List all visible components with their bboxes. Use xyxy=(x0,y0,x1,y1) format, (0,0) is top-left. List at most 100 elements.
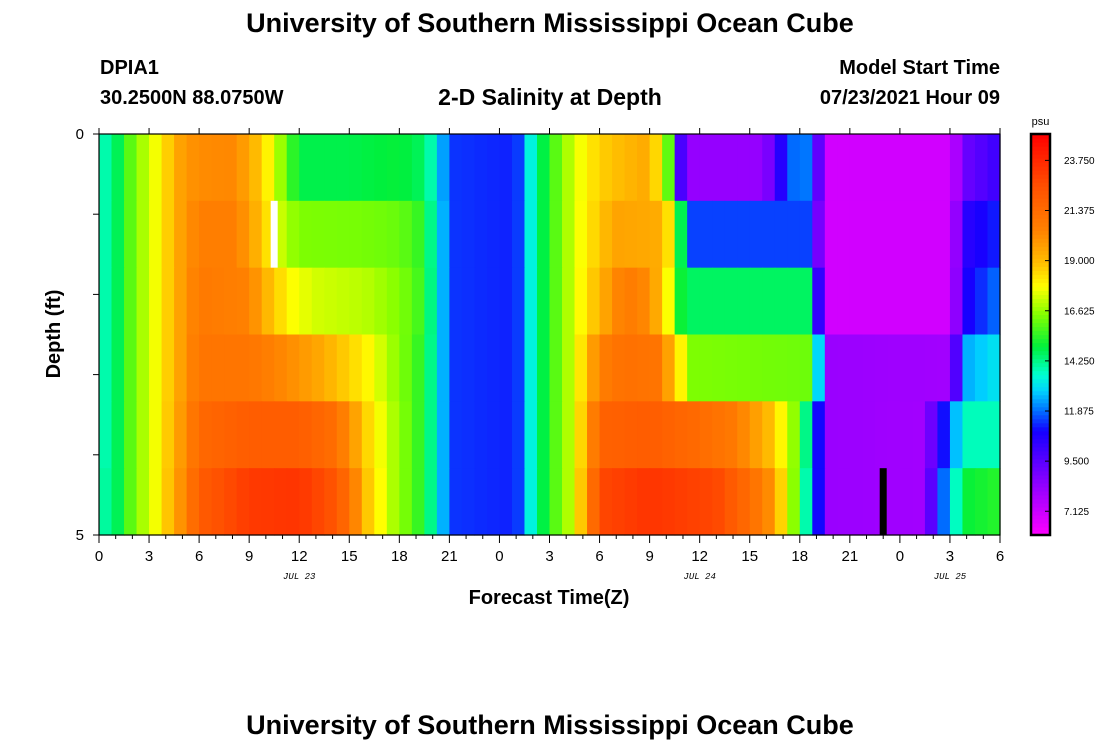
heatmap-cell xyxy=(124,134,138,202)
heatmap-cell xyxy=(899,200,913,269)
heatmap-cell xyxy=(812,134,826,202)
colorbar-segment xyxy=(1031,294,1050,300)
heatmap-cell xyxy=(662,401,676,469)
heatmap-cell xyxy=(974,468,989,536)
heatmap-cell xyxy=(787,334,801,402)
colorbar-segment xyxy=(1031,430,1050,436)
colorbar-segment xyxy=(1031,250,1050,255)
heatmap-cell xyxy=(274,267,288,336)
heatmap-cell xyxy=(136,401,150,469)
model-start-time: 07/23/2021 Hour 09 xyxy=(819,87,1000,109)
heatmap-cell xyxy=(124,468,138,536)
colorbar-segment xyxy=(1031,390,1050,396)
heatmap-cell xyxy=(962,134,976,202)
heatmap-cell xyxy=(937,334,951,402)
heatmap-cell xyxy=(712,334,726,402)
heatmap-cell xyxy=(974,134,989,202)
heatmap-cell xyxy=(799,200,813,269)
date-label: JUL 25 xyxy=(934,572,967,582)
colorbar-segment xyxy=(1031,298,1050,304)
heatmap-cell xyxy=(361,334,375,402)
heatmap-cell xyxy=(762,267,776,336)
heatmap-cell xyxy=(224,334,238,402)
heatmap-cell xyxy=(236,200,250,269)
heatmap-cell xyxy=(336,334,350,402)
heatmap-cell xyxy=(987,401,1001,469)
heatmap-cell xyxy=(912,267,926,336)
heatmap-cell xyxy=(662,468,676,536)
heatmap-cell xyxy=(424,200,438,269)
colorbar-segment xyxy=(1031,262,1050,267)
heatmap-cell xyxy=(587,334,601,402)
colorbar-segment xyxy=(1031,386,1050,392)
heatmap-cell xyxy=(386,200,400,269)
heatmap-cell xyxy=(149,401,163,469)
heatmap-cells xyxy=(99,134,1001,536)
heatmap-cell xyxy=(461,468,476,536)
heatmap-cell xyxy=(199,134,213,202)
heatmap-cell xyxy=(224,468,238,536)
colorbar-segment xyxy=(1031,530,1050,536)
heatmap-cell xyxy=(286,468,300,536)
heatmap-cell xyxy=(974,200,989,269)
heatmap-cell xyxy=(536,468,551,536)
date-label: JUL 23 xyxy=(283,572,316,582)
colorbar-segment xyxy=(1031,194,1050,199)
colorbar-segment xyxy=(1031,222,1050,227)
colorbar-segment xyxy=(1031,402,1050,408)
heatmap-cell xyxy=(174,200,188,269)
heatmap-cell xyxy=(436,468,450,536)
heatmap-cell xyxy=(624,267,638,336)
heatmap-cell xyxy=(324,200,338,269)
colorbar-segment xyxy=(1031,278,1050,283)
heatmap-cell xyxy=(399,267,413,336)
colorbar-segment xyxy=(1031,270,1050,275)
heatmap-cell xyxy=(912,401,926,469)
heatmap-cell xyxy=(699,334,713,402)
heatmap-cell xyxy=(912,468,926,536)
heatmap-cell xyxy=(662,200,676,269)
heatmap-cell xyxy=(374,134,388,202)
heatmap-cell xyxy=(386,267,400,336)
heatmap-cell xyxy=(899,334,913,402)
heatmap-cell xyxy=(837,200,851,269)
heatmap-cell xyxy=(699,134,713,202)
heatmap-cell xyxy=(924,200,939,269)
colorbar-segment xyxy=(1031,138,1050,143)
heatmap-cell xyxy=(574,334,588,402)
heatmap-cell xyxy=(524,401,538,469)
heatmap-cell xyxy=(299,200,313,269)
heatmap-cell xyxy=(411,468,425,536)
heatmap-cell xyxy=(124,401,138,469)
heatmap-cell xyxy=(186,134,200,202)
heatmap-cell xyxy=(599,200,613,269)
heatmap-cell xyxy=(824,200,838,269)
heatmap-cell xyxy=(637,134,651,202)
x-tick-label: 18 xyxy=(791,548,808,565)
heatmap-cell xyxy=(849,200,863,269)
heatmap-cell xyxy=(924,334,939,402)
y-axis: 05 xyxy=(76,126,99,544)
x-tick-label: 21 xyxy=(841,548,858,565)
heatmap-cell xyxy=(161,468,175,536)
x-tick-label: 6 xyxy=(195,548,203,565)
heatmap-cell xyxy=(349,134,363,202)
heatmap-cell xyxy=(311,334,325,402)
heatmap-cell xyxy=(637,267,651,336)
heatmap-cell xyxy=(261,401,275,469)
heatmap-cell xyxy=(562,401,576,469)
heatmap-cell xyxy=(724,267,738,336)
colorbar-segment xyxy=(1031,438,1050,444)
heatmap-cell xyxy=(812,468,826,536)
heatmap-cell xyxy=(424,468,438,536)
heatmap-cell xyxy=(874,200,888,269)
heatmap-cell xyxy=(587,200,601,269)
x-axis-label: Forecast Time(Z) xyxy=(469,587,630,609)
heatmap-cell xyxy=(549,200,563,269)
heatmap-cell xyxy=(511,401,526,469)
x-axis: 0 3 6 9 12 15 18 21 0 3 6 9 12 15 18 21 0 3 6 xyxy=(95,128,1004,565)
heatmap-cell xyxy=(186,334,200,402)
heatmap-cell xyxy=(374,334,388,402)
heatmap-cell xyxy=(674,334,688,402)
heatmap-cell xyxy=(461,267,476,336)
